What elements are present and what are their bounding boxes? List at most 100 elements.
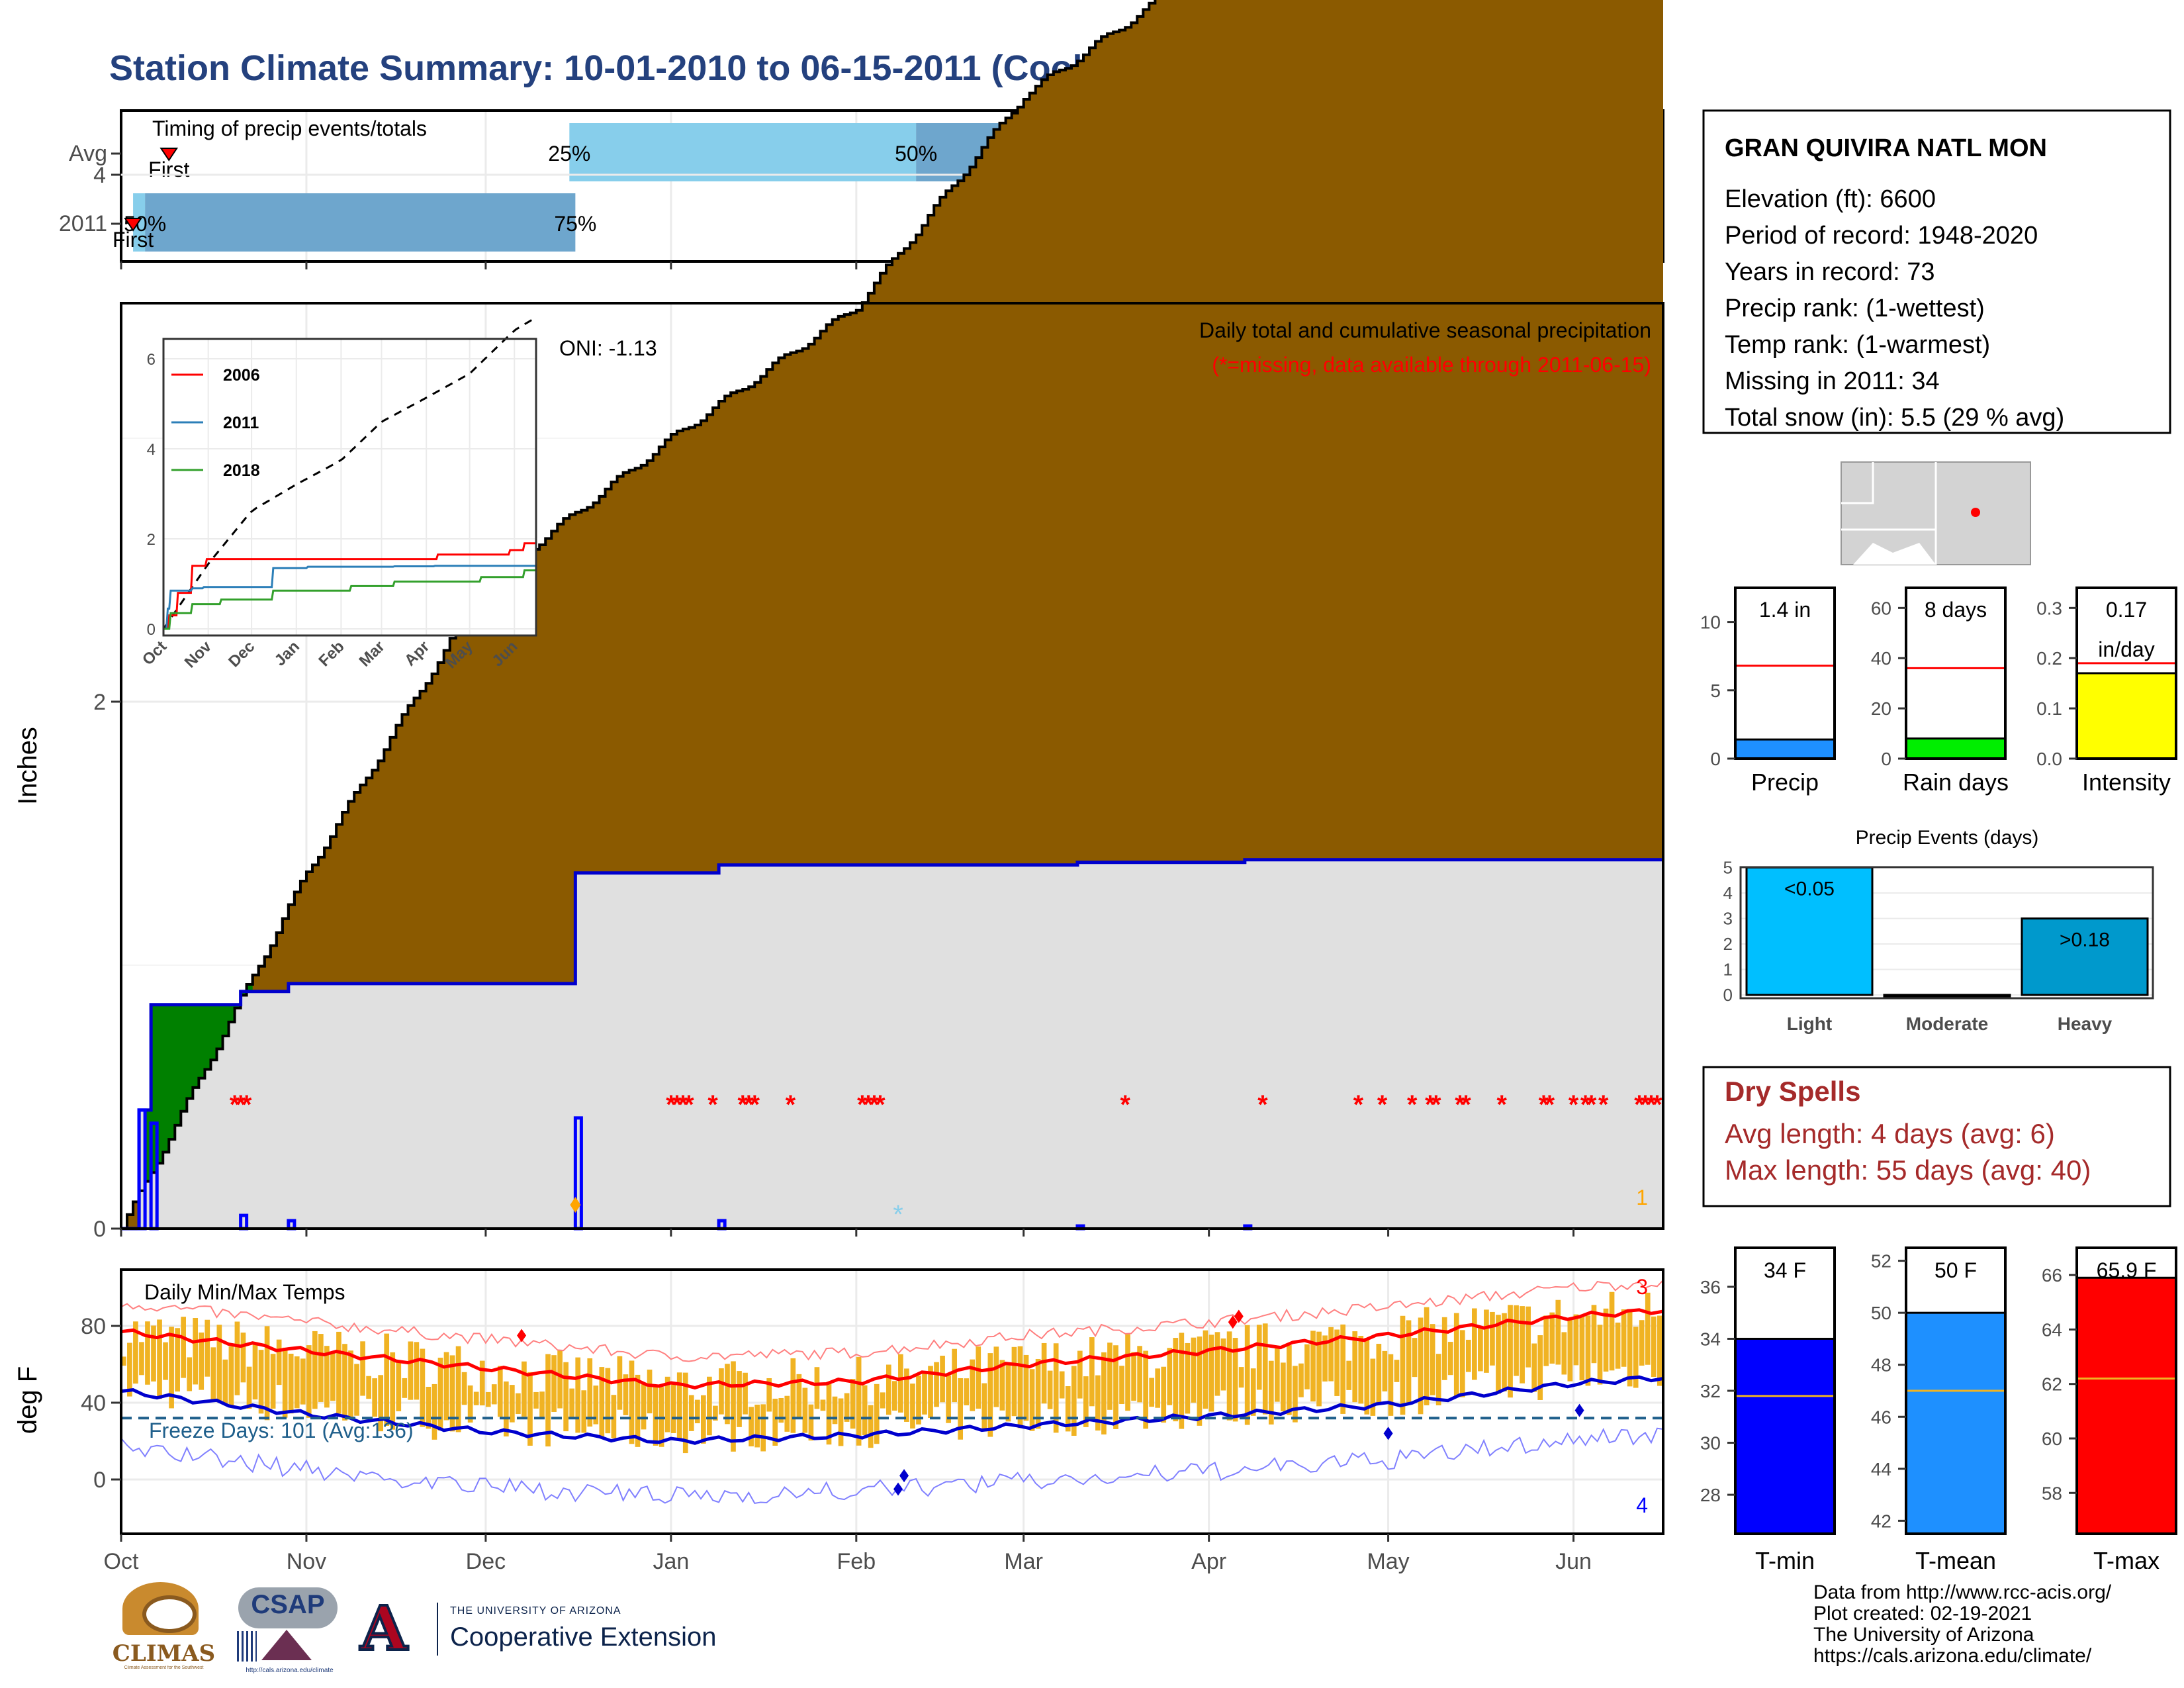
daily-temp-bar (976, 1346, 981, 1409)
daily-temp-bar (1472, 1308, 1477, 1380)
summary-box (2075, 586, 2177, 760)
avg-min-line (120, 1375, 1664, 1445)
avg-max-line (120, 1308, 1664, 1390)
daily-temp-bar (1639, 1320, 1645, 1366)
station-info-line: Missing in 2011: 34 (1725, 367, 1940, 395)
daily-temp-bar (1484, 1309, 1489, 1373)
summary-tick: 0.0 (2036, 749, 2062, 769)
temp-summary-tick: 42 (1871, 1511, 1891, 1531)
summary-tick: 0.3 (2036, 598, 2062, 618)
summary-bar-rain-days: 8 days 0 20 40 60 Rain days (1871, 586, 2009, 796)
daily-temp-bar (294, 1356, 300, 1409)
daily-temp-bar (682, 1372, 688, 1454)
y-tick-label: 80 (81, 1314, 106, 1339)
daily-temp-bar (1035, 1358, 1041, 1429)
daily-temp-bar (599, 1367, 605, 1437)
x-tick-label: Dec (466, 1549, 506, 1574)
daily-temp-bar (443, 1352, 449, 1421)
summary-box (1734, 586, 1836, 760)
daily-temp-bar (898, 1354, 903, 1413)
daily-temp-bar (1406, 1320, 1412, 1403)
climas-emblem-inner-icon (142, 1595, 197, 1633)
daily-temp-bar (1167, 1348, 1173, 1405)
daily-temp-bar (605, 1368, 611, 1434)
missing-marker: * (1652, 1090, 1662, 1119)
x-tick-label: Feb (837, 1549, 876, 1574)
temp-summary-label: T-max (2093, 1547, 2160, 1574)
daily-temp-bar (1400, 1315, 1406, 1415)
daily-temp-bar (1107, 1342, 1113, 1410)
daily-temp-bar (970, 1359, 976, 1411)
daily-temp-bar (372, 1378, 377, 1417)
daily-temp-bar (1465, 1339, 1471, 1372)
right-column: GRAN QUIVIRA NATL MON Elevation (ft): 660… (1700, 109, 2177, 1574)
daily-temp-bar (151, 1325, 156, 1382)
daily-temp-bar (1573, 1314, 1579, 1366)
daily-temp-bar (1585, 1315, 1591, 1386)
daily-temp-bar (1226, 1331, 1232, 1421)
daily-temp-bar (1059, 1371, 1065, 1399)
timing-bar-2011-50-75 (145, 193, 576, 252)
footer-credits: Data from http://www.rcc-acis.org/ Plot … (1813, 1582, 2144, 1667)
record-marker-icon (893, 1482, 903, 1496)
daily-temp-bar (1101, 1352, 1107, 1435)
station-name: GRAN QUIVIRA NATL MON (1725, 134, 2047, 162)
record-marker-icon (1228, 1315, 1238, 1329)
missing-marker: * (1455, 1090, 1465, 1119)
daily-temp-bar (420, 1348, 426, 1427)
temp-summary-box (1905, 1246, 2007, 1535)
footer-line: https://cals.arizona.edu/climate/ (1813, 1645, 2092, 1667)
temp-summary-bar (1734, 1337, 1836, 1535)
inset-line-2011 (163, 565, 536, 630)
daily-temp-bar (522, 1361, 527, 1417)
daily-temp-bar (892, 1381, 897, 1411)
temp-bar-t-max: 65.9 F 58 60 62 64 66 T-max (2042, 1246, 2177, 1574)
daily-temp-bar (455, 1346, 461, 1432)
summary-value-unit: in/day (2098, 637, 2154, 661)
inset-line-2006 (163, 542, 536, 630)
daily-temp-bar (1549, 1312, 1555, 1364)
record-marker-icon (1574, 1403, 1584, 1417)
daily-temp-bar (1615, 1323, 1621, 1369)
daily-temp-bar (701, 1395, 706, 1444)
daily-temp-bar (868, 1405, 874, 1448)
daily-temp-bar (1316, 1331, 1322, 1407)
dry-spells-avg: Avg length: 4 days (avg: 6) (1725, 1118, 2055, 1149)
temp-summary-tick: 32 (1700, 1381, 1721, 1401)
daily-temp-bar (1017, 1346, 1023, 1429)
daily-temp-bar (635, 1374, 641, 1447)
year-precip-line (121, 858, 1663, 1231)
x-tick-label: Jun (1555, 1549, 1592, 1574)
daily-temp-bar (670, 1382, 676, 1433)
summary-value: 8 days (1925, 598, 1987, 622)
events-tick: 2 (1723, 934, 1733, 954)
daily-temp-bar (1579, 1315, 1585, 1381)
station-location-icon (1971, 508, 1980, 517)
daily-temp-bar (1322, 1335, 1328, 1382)
daily-temp-bar (503, 1381, 509, 1436)
daily-temp-bar (1567, 1319, 1573, 1382)
daily-temp-bar (862, 1385, 868, 1436)
daily-temp-bar (193, 1318, 199, 1385)
daily-temp-bar (1388, 1354, 1394, 1416)
inset-y-tick: 4 (147, 441, 156, 459)
daily-temp-bar (784, 1395, 790, 1432)
timing-title: Timing of precip events/totals (152, 117, 427, 140)
legend-label: 2018 (223, 461, 260, 480)
daily-temp-bar (1490, 1311, 1495, 1366)
ua-name: THE UNIVERSITY OF ARIZONA (450, 1605, 621, 1617)
daily-temp-bar (1119, 1366, 1124, 1405)
daily-temp-bar (838, 1398, 844, 1446)
y-axis-title: Inches (13, 727, 42, 805)
daily-temp-bar (1281, 1362, 1286, 1412)
inset-normal-line (162, 318, 534, 630)
daily-temp-bar (940, 1356, 945, 1403)
daily-temp-bar (497, 1366, 503, 1417)
daily-temp-bar (1077, 1350, 1083, 1399)
missing-marker: * (684, 1090, 694, 1119)
daily-temp-bar (952, 1348, 957, 1403)
daily-temp-bar (216, 1325, 222, 1403)
legend-label: 2006 (223, 366, 260, 385)
daily-temp-bar (581, 1390, 587, 1433)
temp-summary-tick: 48 (1871, 1355, 1891, 1376)
